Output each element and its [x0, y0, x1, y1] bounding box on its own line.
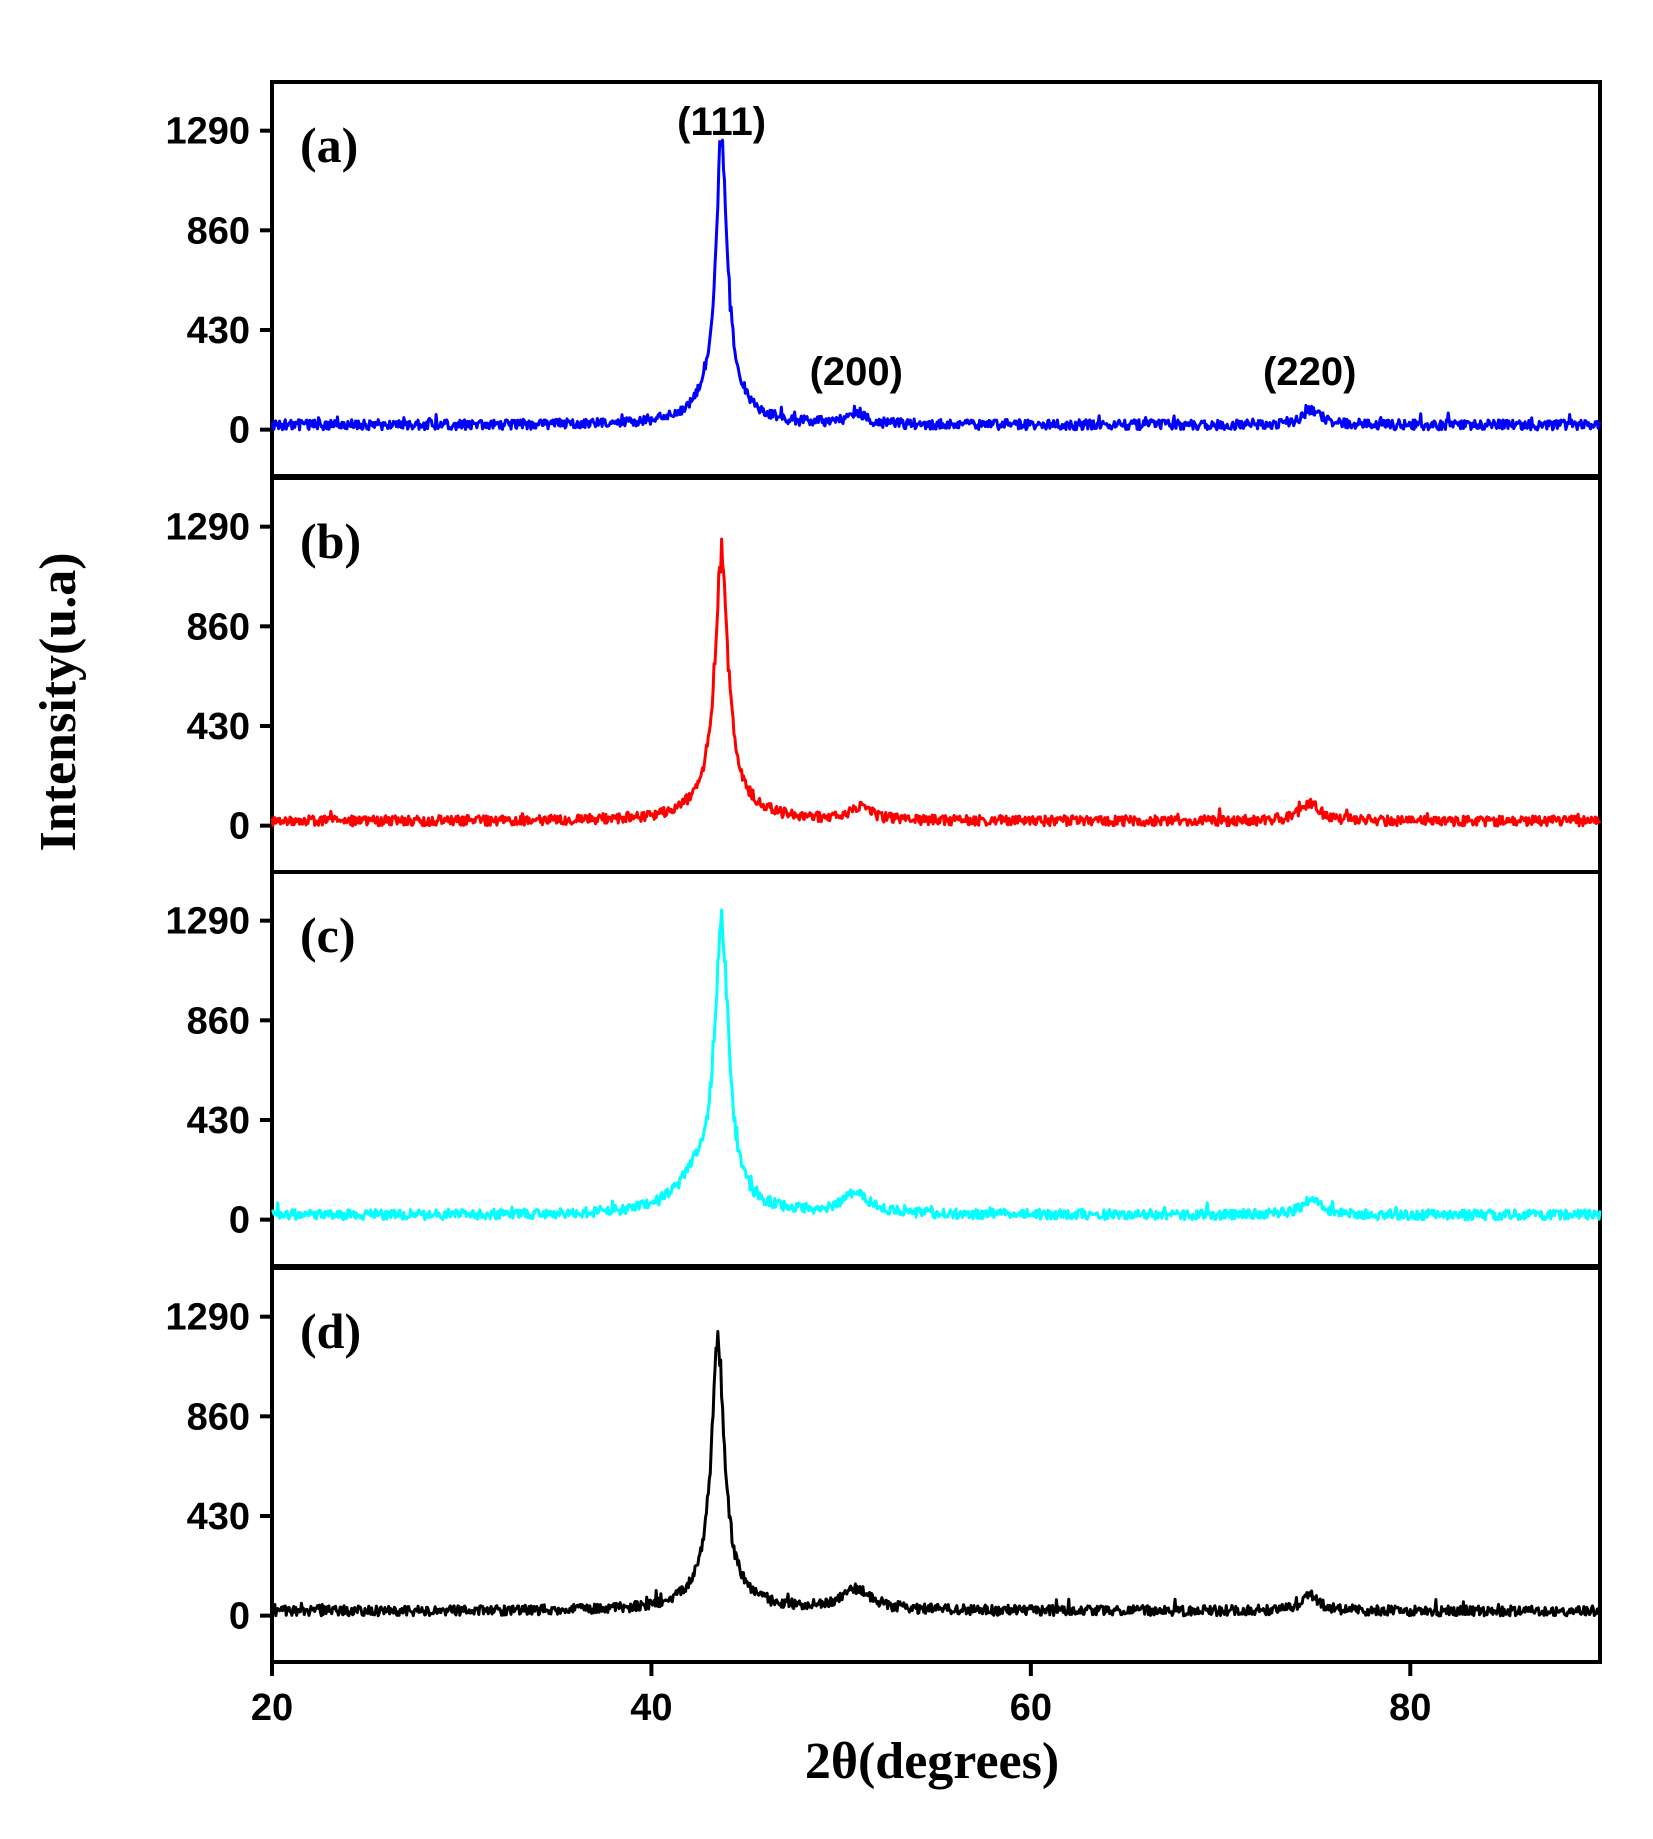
peak-annotations: (111) (200) (220) — [677, 100, 1356, 394]
y-tick-label: 430 — [187, 706, 250, 748]
y-tick-label: 860 — [187, 210, 250, 252]
peak-label: (200) — [810, 350, 903, 394]
x-tick-label: 20 — [251, 1687, 293, 1729]
y-tick-label: 860 — [187, 1000, 250, 1042]
panel-frame — [270, 80, 1602, 478]
y-tick-label: 0 — [229, 1200, 250, 1242]
panels-layer: 0 430 860 1290 (a) 0 430 860 1290 (b) 0 430 860 1290 (… — [165, 80, 1602, 1664]
y-tick-label: 1290 — [165, 1297, 250, 1339]
x-axis-title: 2θ(degrees) — [805, 1733, 1059, 1790]
x-tick-label: 40 — [630, 1687, 672, 1729]
panel-label: (a) — [300, 117, 358, 173]
y-tick-label: 1290 — [165, 901, 250, 943]
peak-label: (220) — [1263, 350, 1356, 394]
peak-label: (111) — [677, 100, 766, 144]
panel-frame — [270, 870, 1602, 1268]
y-tick-label: 1290 — [165, 507, 250, 549]
x-axis-ticks: 20 40 60 80 — [251, 1662, 1431, 1729]
panel-d: 0 430 860 1290 (d) — [165, 1266, 1602, 1664]
y-tick-label: 860 — [187, 1396, 250, 1438]
y-tick-label: 0 — [229, 410, 250, 452]
panel-b: 0 430 860 1290 (b) — [165, 476, 1602, 874]
x-tick-label: 80 — [1389, 1687, 1431, 1729]
y-tick-label: 0 — [229, 1596, 250, 1638]
y-tick-label: 430 — [187, 310, 250, 352]
y-tick-label: 430 — [187, 1496, 250, 1538]
series-line-d — [270, 1329, 1602, 1618]
series-line-b — [270, 537, 1602, 828]
y-tick-label: 1290 — [165, 111, 250, 153]
panel-frame — [270, 476, 1602, 874]
series-line-a — [270, 138, 1602, 432]
panel-c: 0 430 860 1290 (c) — [165, 870, 1602, 1268]
y-axis-title: Intensity(u.a) — [30, 552, 87, 851]
panel-label: (d) — [300, 1303, 361, 1359]
panel-a: 0 430 860 1290 (a) — [165, 80, 1602, 478]
y-tick-label: 860 — [187, 606, 250, 648]
y-tick-label: 0 — [229, 806, 250, 848]
x-tick-label: 60 — [1010, 1687, 1052, 1729]
series-line-c — [271, 908, 1602, 1222]
panel-label: (b) — [300, 513, 361, 569]
panel-frame — [270, 1266, 1602, 1664]
y-tick-label: 430 — [187, 1100, 250, 1142]
panel-label: (c) — [300, 907, 356, 963]
